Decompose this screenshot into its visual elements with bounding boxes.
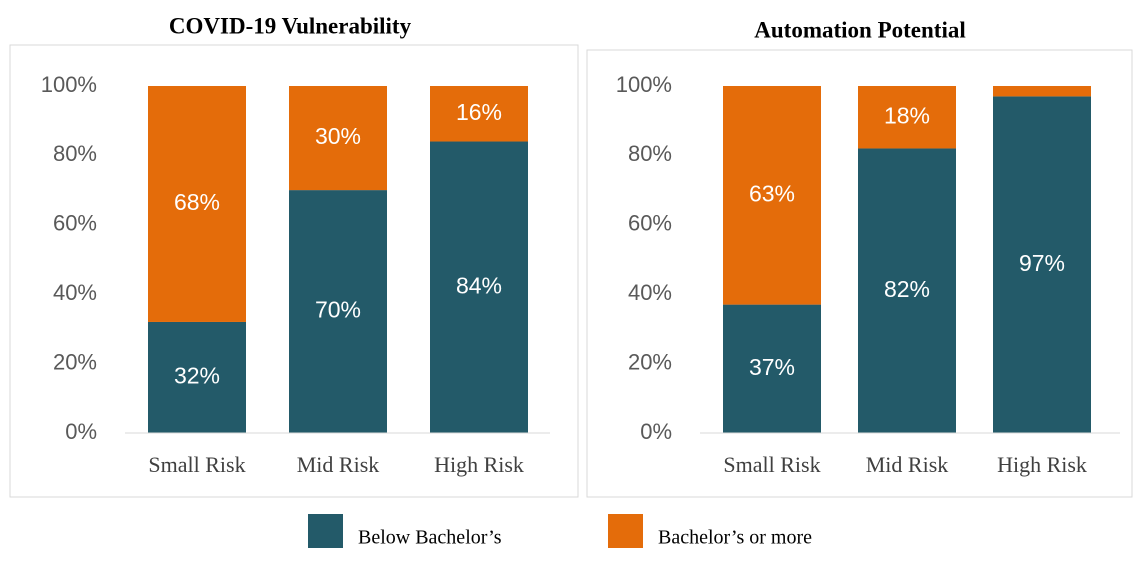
y-tick-label: 0%	[65, 419, 97, 444]
y-tick-label: 40%	[628, 280, 672, 305]
data-label: 84%	[456, 272, 502, 298]
bar-segment	[148, 321, 246, 433]
x-tick-label: Mid Risk	[866, 452, 949, 477]
data-label: 37%	[749, 354, 795, 380]
bar-segment	[289, 86, 387, 191]
x-tick-label: High Risk	[434, 452, 524, 477]
bar-segment	[289, 190, 387, 433]
data-label: 68%	[174, 189, 220, 215]
legend-label: Bachelor’s or more	[658, 527, 812, 549]
y-tick-label: 60%	[628, 211, 672, 236]
y-tick-label: 20%	[53, 349, 97, 374]
data-label: 16%	[456, 99, 502, 125]
y-tick-label: 0%	[640, 419, 672, 444]
data-label: 18%	[884, 102, 930, 128]
data-label: 63%	[749, 180, 795, 206]
x-tick-label: Small Risk	[723, 452, 820, 477]
panel-frame	[9, 44, 579, 498]
bar-segment	[148, 86, 246, 322]
y-tick-label: 80%	[53, 141, 97, 166]
bar-segment	[993, 96, 1091, 433]
bar-segment	[430, 141, 528, 433]
bar-segment	[858, 86, 956, 149]
bar-segment	[858, 148, 956, 433]
legend-swatch	[308, 514, 343, 548]
data-label: 32%	[174, 363, 220, 389]
bar-segment	[993, 86, 1091, 97]
x-tick-label: High Risk	[997, 452, 1087, 477]
chart-title: Automation Potential	[754, 17, 965, 42]
data-label: 82%	[884, 276, 930, 302]
y-tick-label: 60%	[53, 211, 97, 236]
x-tick-label: Mid Risk	[297, 452, 380, 477]
y-tick-label: 100%	[616, 72, 672, 97]
legend-swatch	[608, 514, 643, 548]
bar-segment	[723, 86, 821, 305]
legend-label: Below Bachelor’s	[358, 527, 502, 549]
data-label: 30%	[315, 123, 361, 149]
data-label: 97%	[1019, 250, 1065, 276]
y-tick-label: 80%	[628, 141, 672, 166]
bar-segment	[723, 304, 821, 433]
data-label: 70%	[315, 297, 361, 323]
bar-segment	[430, 86, 528, 142]
y-tick-label: 100%	[41, 72, 97, 97]
x-tick-label: Small Risk	[148, 452, 245, 477]
y-tick-label: 40%	[53, 280, 97, 305]
y-tick-label: 20%	[628, 349, 672, 374]
chart-title: COVID-19 Vulnerability	[169, 13, 412, 38]
panel-frame	[586, 49, 1133, 498]
